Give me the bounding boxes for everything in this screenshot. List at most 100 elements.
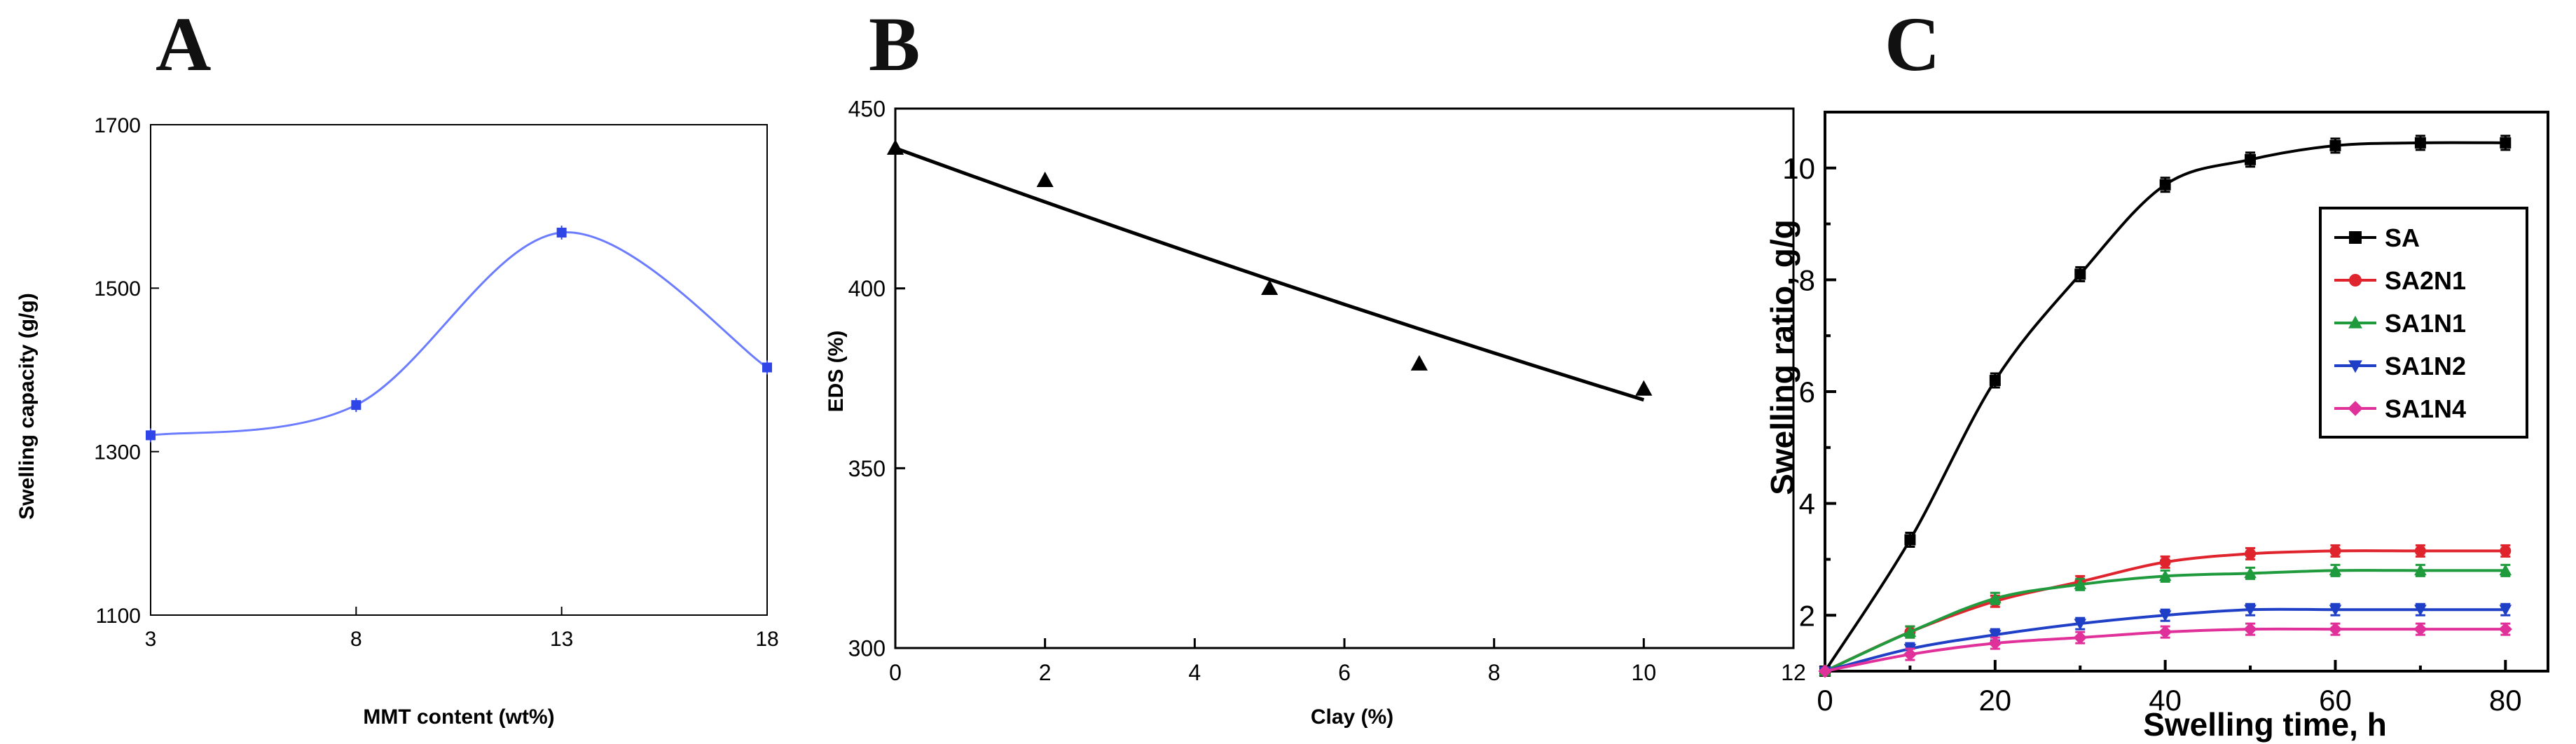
panel-c-data-point-sa1n2 (2329, 605, 2342, 616)
panel-c-data-point-sa (2329, 139, 2341, 151)
panel-b-x-tick-label: 0 (889, 660, 902, 685)
panel-c-data-point-sa1n2 (2074, 619, 2087, 631)
panel-b-fit-line (895, 146, 1645, 402)
panel-b-y-tick-label: 300 (848, 636, 886, 661)
panel-b-x-tick-label: 12 (1781, 660, 1806, 685)
panel-c-legend-label: SA (2385, 223, 2420, 252)
panel-b-x-tick-label: 4 (1188, 660, 1201, 685)
panel-a-x-tick-label: 13 (550, 628, 573, 651)
panel-b-y-tick-label: 400 (848, 276, 886, 301)
panel-b-data-point (1635, 380, 1653, 396)
panel-c-data-point-sa (2159, 179, 2171, 191)
panel-b-data-point (1261, 280, 1279, 296)
panel-b-y-axis-label: EDS (%) (825, 331, 848, 413)
panel-c-data-point-sa1n1 (1989, 592, 2002, 604)
panel-c-letter: C (1885, 1, 1940, 87)
panel-a-data-point (351, 400, 361, 411)
panel-a-frame (150, 124, 768, 616)
panel-c-x-tick-label: 40 (2149, 684, 2182, 717)
panel-c-plot-area: 0 20 40 60 80 2 4 6 8 10 (1782, 111, 2549, 717)
panel-c-data-point-sa1n4 (1988, 636, 2002, 650)
panel-a-x-axis-label: MMT content (wt%) (363, 705, 554, 729)
panel-c-data-point-sa2n1 (2245, 548, 2257, 560)
panel-c-data-point-sa1n1 (2329, 564, 2342, 576)
panel-c-legend-label: SA1N1 (2385, 309, 2466, 338)
panel-c-data-point-sa2n1 (2500, 545, 2512, 557)
panel-c-data-point-sa1n4 (2073, 631, 2087, 645)
panel-c-data-point-sa (1989, 375, 2001, 387)
panel-b-y-tick-label: 350 (848, 456, 886, 481)
panel-a-y-axis-label: Swelling capacity (g/g) (15, 293, 39, 519)
panel-c-x-tick-label: 20 (1978, 684, 2011, 717)
panel-c-legend-marker (2349, 274, 2362, 287)
panel-b-x-tick-label: 2 (1039, 660, 1052, 685)
panel-b-x-tick-label: 8 (1488, 660, 1501, 685)
panel-c-data-point-sa1n1 (2244, 567, 2257, 579)
panel-c-legend: SA SA2N1 SA1N1 SA1N2 SA1N4 (2319, 207, 2528, 439)
panel-c-y-axis-label: Swelling ratio, g/g (1764, 219, 1800, 495)
panel-b-data-point (886, 139, 904, 155)
panel-c-data-point-sa (2245, 153, 2257, 165)
panel-c-legend-marker (2348, 360, 2362, 373)
panel-c-data-point-sa1n1 (2499, 564, 2512, 576)
panel-c-legend-marker (2348, 315, 2362, 329)
panel-a-x-tick-label: 18 (755, 628, 778, 651)
panel-b-data-point (1410, 354, 1428, 371)
panel-c-data-point-sa (2414, 137, 2426, 149)
panel-c-y-tick-label: 8 (1799, 264, 1815, 297)
panel-c-data-point-sa1n4 (2158, 625, 2172, 639)
panel-b: B 0 2 4 6 8 10 12 300 350 400 450 Clay (%) EDS (%) (825, 1, 1806, 729)
panel-b-y-tick-label: 450 (848, 97, 886, 122)
panel-c-data-point-sa1n2 (1989, 630, 2002, 642)
panel-a-letter: A (156, 1, 211, 87)
panel-c-legend-marker (2349, 231, 2362, 244)
panel-a-x-tick-label: 3 (145, 628, 157, 651)
panel-c-data-point-sa (2500, 137, 2512, 149)
panel-c-data-point-sa2n1 (2329, 545, 2341, 557)
panel-c-data-point-sa (1904, 534, 1916, 546)
panel-a-series-line (150, 231, 768, 436)
panel-c-legend-label: SA2N1 (2385, 266, 2466, 295)
panel-c-data-point-sa1n4 (2328, 622, 2343, 636)
panel-b-frame (894, 107, 1795, 649)
panel-b-x-tick-label: 6 (1338, 660, 1351, 685)
panel-c-y-tick-label: 2 (1799, 599, 1815, 632)
panel-b-plot-area: 0 2 4 6 8 10 12 300 350 400 450 (848, 97, 1806, 685)
panel-c-legend-label: SA1N4 (2385, 394, 2466, 423)
panel-c-data-point-sa2n1 (2414, 545, 2426, 557)
panel-c-data-point-sa1n2 (2244, 605, 2257, 616)
panel-a-y-tick-label: 1100 (95, 605, 141, 628)
panel-c-legend-label: SA1N2 (2385, 352, 2466, 380)
panel-c-data-point-sa1n1 (2158, 570, 2172, 581)
panel-c-data-point-sa1n1 (2074, 578, 2087, 590)
panel-c-data-point-sa1n2 (2499, 605, 2512, 616)
panel-b-letter: B (869, 1, 920, 87)
panel-c-legend-marker (2348, 401, 2363, 416)
panel-c-data-point-sa1n1 (1903, 625, 1917, 637)
panel-c-data-point-sa2n1 (2159, 556, 2171, 568)
panel-b-data-point (1036, 172, 1054, 188)
panel-c-series-line-sa (1824, 141, 2506, 673)
panel-b-x-axis-label: Clay (%) (1311, 705, 1393, 729)
panel-a-plot-area: 3 8 13 18 1100 1300 1500 1700 (94, 114, 778, 651)
panel-c-data-point-sa1n2 (2158, 610, 2172, 622)
panel-c: C 0 20 40 60 80 2 4 6 8 10 SA SA2N1 SA1N1 SA1N2 SA1N4… (1764, 1, 2549, 743)
panel-c-data-point-sa1n2 (2414, 605, 2427, 616)
panel-c-data-point-sa1n4 (1818, 664, 1832, 678)
panel-c-x-tick-label: 0 (1817, 684, 1833, 717)
panel-c-data-point-sa1n4 (2498, 622, 2512, 636)
panel-c-y-tick-label: 4 (1799, 488, 1815, 521)
panel-a-x-tick-label: 8 (350, 628, 362, 651)
panel-a-y-tick-label: 1700 (94, 114, 141, 137)
panel-c-x-tick-label: 60 (2319, 684, 2352, 717)
panel-a-y-tick-label: 1300 (94, 441, 141, 464)
panel-c-data-point-sa1n4 (2243, 622, 2257, 636)
panel-c-data-point-sa1n1 (2414, 564, 2427, 576)
panel-a-y-tick-label: 1500 (94, 277, 141, 301)
panel-c-data-point-sa1n4 (2413, 622, 2427, 636)
panel-c-x-tick-label: 80 (2489, 684, 2522, 717)
panel-a-data-point (762, 362, 772, 373)
panel-c-x-axis-label: Swelling time, h (2143, 706, 2387, 743)
panel-c-data-point-sa (2074, 268, 2086, 280)
